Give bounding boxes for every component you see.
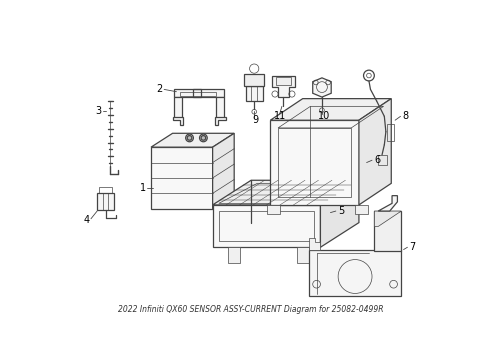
- Polygon shape: [355, 205, 368, 214]
- Text: 8: 8: [403, 111, 409, 121]
- Text: 9: 9: [252, 115, 258, 125]
- Polygon shape: [320, 180, 359, 247]
- Polygon shape: [276, 77, 291, 85]
- Text: 7: 7: [409, 242, 415, 252]
- Polygon shape: [267, 205, 280, 214]
- Polygon shape: [172, 117, 183, 125]
- Circle shape: [201, 136, 206, 140]
- Polygon shape: [359, 99, 392, 205]
- Polygon shape: [217, 97, 224, 119]
- Polygon shape: [378, 195, 397, 211]
- Polygon shape: [374, 211, 401, 251]
- Polygon shape: [213, 205, 320, 247]
- Polygon shape: [151, 133, 234, 147]
- Polygon shape: [244, 74, 264, 86]
- Text: 4: 4: [83, 215, 89, 225]
- Text: 2: 2: [156, 84, 163, 94]
- Polygon shape: [270, 120, 359, 205]
- Polygon shape: [313, 78, 331, 97]
- Polygon shape: [228, 247, 240, 263]
- Text: 6: 6: [374, 155, 380, 165]
- Text: 10: 10: [318, 111, 330, 121]
- Polygon shape: [215, 117, 226, 125]
- Text: 5: 5: [338, 206, 344, 216]
- Text: 2022 Infiniti QX60 SENSOR ASSY-CURRENT Diagram for 25082-0499R: 2022 Infiniti QX60 SENSOR ASSY-CURRENT D…: [119, 305, 384, 314]
- Polygon shape: [245, 86, 263, 101]
- Polygon shape: [309, 249, 401, 296]
- Polygon shape: [174, 97, 182, 119]
- Polygon shape: [174, 89, 224, 97]
- Polygon shape: [151, 147, 213, 209]
- Circle shape: [186, 134, 194, 142]
- Polygon shape: [213, 133, 234, 209]
- Polygon shape: [272, 76, 295, 97]
- Text: 11: 11: [273, 111, 286, 121]
- Polygon shape: [297, 247, 309, 263]
- Text: 3: 3: [95, 106, 101, 116]
- Text: 1: 1: [140, 183, 146, 193]
- Circle shape: [187, 136, 192, 140]
- Polygon shape: [213, 180, 359, 205]
- Polygon shape: [309, 238, 320, 249]
- Polygon shape: [374, 211, 401, 226]
- Polygon shape: [270, 99, 392, 120]
- Circle shape: [199, 134, 207, 142]
- Polygon shape: [97, 193, 114, 210]
